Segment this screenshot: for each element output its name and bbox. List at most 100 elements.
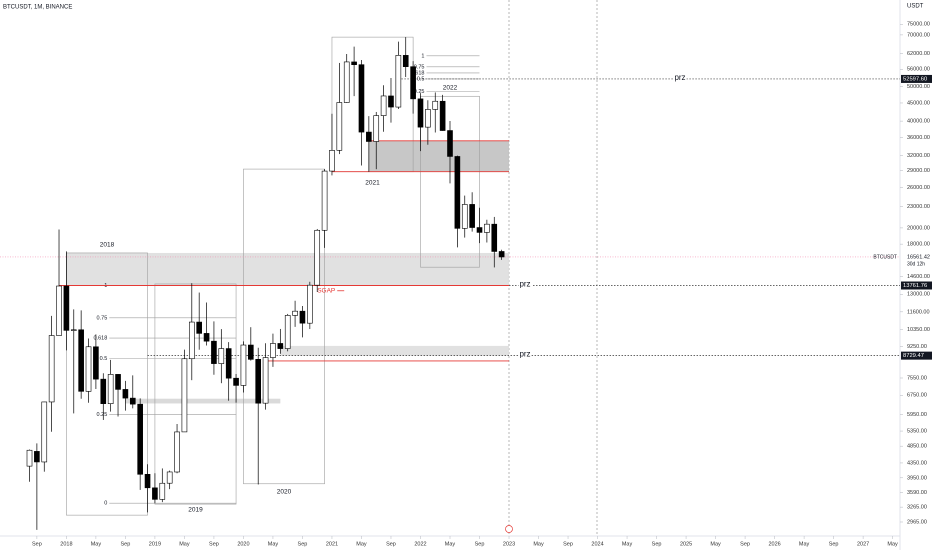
y-tick-label: 32000.00 <box>907 153 930 159</box>
fib-label: 1 <box>421 53 424 59</box>
candle-body <box>469 204 475 228</box>
y-tick-label: 3590.00 <box>907 490 927 496</box>
x-tick-label: May <box>887 541 898 547</box>
candle-body <box>41 401 48 463</box>
candle-body <box>373 115 380 142</box>
candle-body <box>188 321 195 360</box>
last-price-countdown: 30d 12h <box>907 261 925 267</box>
x-tick-label: May <box>799 541 810 547</box>
candle-body <box>93 346 99 380</box>
candle-body <box>100 378 107 404</box>
y-tick-label: 3265.00 <box>907 505 927 511</box>
candle-body <box>299 310 306 324</box>
candle-body <box>211 340 217 364</box>
box-label: 2022 <box>443 85 458 92</box>
y-tick-label: 62000.00 <box>907 51 930 57</box>
candle-body <box>159 482 166 500</box>
candle-body <box>166 471 173 484</box>
candle-body <box>63 285 70 331</box>
x-tick-label: May <box>445 541 456 547</box>
candle-body <box>277 343 284 349</box>
x-tick-label: Sep <box>32 541 42 547</box>
candle-body <box>329 150 335 172</box>
event-icon[interactable] <box>505 525 513 533</box>
y-tick-label: 4850.00 <box>907 444 927 450</box>
range-box <box>420 95 480 268</box>
candle-body <box>388 95 394 108</box>
candle-body <box>248 344 254 360</box>
y-tick-label: 10350.00 <box>907 327 930 333</box>
candle-body <box>78 329 84 392</box>
y-tick-label: 11600.00 <box>907 309 930 315</box>
candle-body <box>380 95 387 116</box>
x-tick-label: 2019 <box>149 541 161 547</box>
x-tick-label: 2022 <box>414 541 426 547</box>
candle-body <box>233 377 239 386</box>
x-tick-label: Sep <box>121 541 131 547</box>
x-tick-label: 2024 <box>591 541 603 547</box>
y-tick-label: 5350.00 <box>907 429 927 435</box>
y-tick-label: 9250.00 <box>907 344 927 350</box>
x-tick-label: May <box>179 541 190 547</box>
fib-label: 0 <box>104 501 107 507</box>
candle-body <box>307 284 313 324</box>
candle-body <box>439 100 446 131</box>
y-tick-label: 14600.00 <box>907 274 930 280</box>
x-tick-label: 2025 <box>680 541 692 547</box>
candle-body <box>425 109 431 128</box>
y-tick-label: 20000.00 <box>907 225 930 231</box>
candle-body <box>270 343 276 358</box>
y-tick-label: 45000.00 <box>907 100 930 106</box>
x-tick-label: Sep <box>475 541 485 547</box>
candle-body <box>314 229 321 286</box>
candle-body <box>144 473 151 489</box>
x-tick-label: 2026 <box>768 541 780 547</box>
y-tick-label: 6750.00 <box>907 393 927 399</box>
price-tag <box>901 281 932 290</box>
y-tick-label: 75000.00 <box>907 22 930 28</box>
candle-body <box>85 346 92 392</box>
y-tick-label: 4350.00 <box>907 460 927 466</box>
x-tick-label: May <box>622 541 633 547</box>
candle-body <box>174 431 180 473</box>
candle-body <box>395 55 402 108</box>
price-tag-label: 52597.60 <box>903 76 927 82</box>
candle-body <box>358 64 365 133</box>
candle-body <box>417 98 424 128</box>
x-tick-label: 2021 <box>326 541 338 547</box>
x-tick-label: Sep <box>829 541 839 547</box>
box-label: 2019 <box>188 507 203 514</box>
candle-body <box>461 204 468 229</box>
x-tick-label: Sep <box>563 541 573 547</box>
x-tick-label: 2020 <box>237 541 249 547</box>
candle-body <box>255 359 262 404</box>
candle-body <box>432 100 439 110</box>
candle-body <box>366 131 372 142</box>
y-tick-label: 5950.00 <box>907 412 927 418</box>
lines: 10.750.6180.50.25010.750.6180.50.25przpr… <box>0 53 900 507</box>
range-box <box>243 168 325 485</box>
candle-body <box>336 102 343 151</box>
candle-body <box>321 170 328 231</box>
candle-body <box>262 357 269 404</box>
fib-label: 0.25 <box>97 412 108 418</box>
fib-label: 0.5 <box>417 76 425 82</box>
candle-body <box>484 223 490 233</box>
candle-body <box>70 329 77 331</box>
y-tick-label: 36000.00 <box>907 135 930 141</box>
candle-body <box>181 358 188 433</box>
zone <box>125 398 281 404</box>
x-tick-label: May <box>91 541 102 547</box>
y-tick-label: 13000.00 <box>907 292 930 298</box>
candle-body <box>476 227 483 233</box>
candle-body <box>107 374 114 404</box>
y-tick-label: 29000.00 <box>907 168 930 174</box>
y-tick-label: 70000.00 <box>907 32 930 38</box>
x-tick-label: Sep <box>298 541 308 547</box>
axes: 52597.60 13761.76 8729.47 BTCUSDT 16561.4230… <box>32 22 932 547</box>
x-tick-label: Sep <box>386 541 396 547</box>
note: SGAP <box>317 287 335 294</box>
candle-body <box>491 223 498 252</box>
box-label: 2021 <box>365 180 380 187</box>
